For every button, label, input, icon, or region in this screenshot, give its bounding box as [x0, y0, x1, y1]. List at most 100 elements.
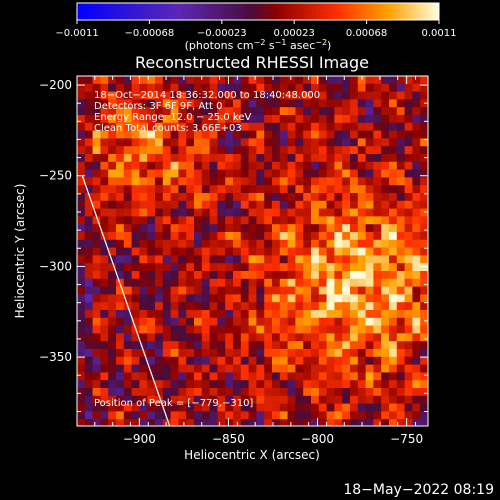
heatmap-cell	[217, 419, 226, 426]
heatmap-cell	[350, 356, 359, 366]
heatmap-cell	[420, 255, 428, 264]
heatmap-cell	[92, 216, 101, 225]
heatmap-cell	[147, 115, 156, 124]
heatmap-cell	[389, 115, 398, 124]
heatmap-cell	[381, 208, 390, 217]
heatmap-cell	[264, 154, 273, 163]
heatmap-cell	[84, 224, 94, 233]
heatmap-cell	[389, 278, 398, 288]
heatmap-cell	[381, 349, 390, 358]
heatmap-cell	[139, 403, 148, 412]
heatmap-cell	[373, 325, 382, 334]
heatmap-cell	[162, 107, 172, 116]
heatmap-cell	[84, 349, 94, 358]
heatmap-cell	[412, 310, 421, 319]
heatmap-cell	[108, 161, 117, 171]
heatmap-cell	[139, 193, 148, 202]
heatmap-cell	[256, 216, 265, 225]
heatmap-cell	[155, 341, 164, 350]
heatmap-cell	[155, 364, 164, 373]
heatmap-cell	[272, 200, 281, 210]
heatmap-cell	[256, 419, 265, 426]
heatmap-cell	[334, 310, 343, 319]
heatmap-cell	[318, 224, 328, 233]
heatmap-cell	[162, 349, 172, 358]
heatmap-cell	[77, 107, 86, 116]
heatmap-cell	[201, 239, 211, 249]
heatmap-cell	[318, 107, 328, 116]
heatmap-cell	[264, 216, 273, 225]
heatmap-cell	[303, 333, 312, 342]
heatmap-cell	[77, 224, 86, 233]
heatmap-cell	[256, 403, 265, 412]
heatmap-cell	[77, 310, 86, 319]
heatmap-cell	[357, 271, 367, 280]
heatmap-cell	[147, 154, 156, 163]
heatmap-cell	[170, 356, 179, 366]
heatmap-cell	[311, 403, 320, 412]
heatmap-cell	[139, 286, 148, 295]
heatmap-cell	[186, 263, 195, 272]
heatmap-cell	[100, 107, 109, 116]
heatmap-cell	[233, 286, 242, 295]
x-tick-label: −800	[301, 432, 334, 446]
heatmap-cell	[279, 317, 289, 327]
heatmap-cell	[77, 208, 86, 217]
footer-timestamp: 18−May−2022 08:19	[343, 482, 494, 498]
heatmap-cell	[272, 239, 281, 249]
heatmap-cell	[350, 317, 359, 327]
heatmap-cell	[225, 271, 234, 280]
heatmap-cell	[311, 146, 320, 155]
heatmap-cell	[272, 317, 281, 327]
heatmap-cell	[139, 302, 148, 311]
heatmap-cell	[116, 403, 125, 412]
heatmap-cell	[170, 278, 179, 288]
heatmap-cell	[342, 161, 351, 171]
heatmap-cell	[248, 232, 257, 241]
heatmap-cell	[139, 356, 148, 366]
heatmap-cell	[295, 138, 304, 147]
heatmap-cell	[295, 341, 304, 350]
heatmap-cell	[420, 302, 428, 311]
heatmap-cell	[389, 83, 398, 93]
heatmap-cell	[311, 115, 320, 124]
heatmap-cell	[147, 278, 156, 288]
heatmap-cell	[264, 317, 273, 327]
heatmap-cell	[217, 99, 226, 108]
heatmap-cell	[420, 419, 428, 426]
heatmap-cell	[170, 232, 179, 241]
heatmap-cell	[381, 278, 390, 288]
heatmap-cell	[373, 239, 382, 249]
heatmap-cell	[147, 380, 156, 389]
heatmap-cell	[162, 372, 172, 381]
heatmap-cell	[272, 115, 281, 124]
heatmap-cell	[350, 395, 359, 405]
heatmap-cell	[303, 372, 312, 381]
heatmap-cell	[186, 115, 195, 124]
heatmap-cell	[225, 255, 234, 264]
heatmap-cell	[217, 286, 226, 295]
heatmap-cell	[178, 177, 187, 186]
heatmap-cell	[100, 294, 109, 303]
heatmap-cell	[318, 271, 328, 280]
heatmap-cell	[92, 185, 101, 194]
heatmap-cell	[108, 200, 117, 210]
heatmap-cell	[194, 395, 203, 405]
heatmap-cell	[412, 146, 421, 155]
heatmap-cell	[123, 317, 133, 327]
heatmap-cell	[357, 286, 367, 295]
heatmap-cell	[162, 122, 172, 132]
heatmap-cell	[311, 395, 320, 405]
heatmap-cell	[217, 302, 226, 311]
heatmap-cell	[170, 333, 179, 342]
heatmap-cell	[92, 154, 101, 163]
heatmap-cell	[396, 255, 406, 264]
heatmap-cell	[162, 364, 172, 373]
heatmap-cell	[420, 193, 428, 202]
heatmap-cell	[116, 271, 125, 280]
heatmap-cell	[318, 247, 328, 256]
heatmap-cell	[412, 302, 421, 311]
heatmap-cell	[100, 193, 109, 202]
heatmap-cell	[311, 302, 320, 311]
heatmap-cell	[201, 107, 211, 116]
